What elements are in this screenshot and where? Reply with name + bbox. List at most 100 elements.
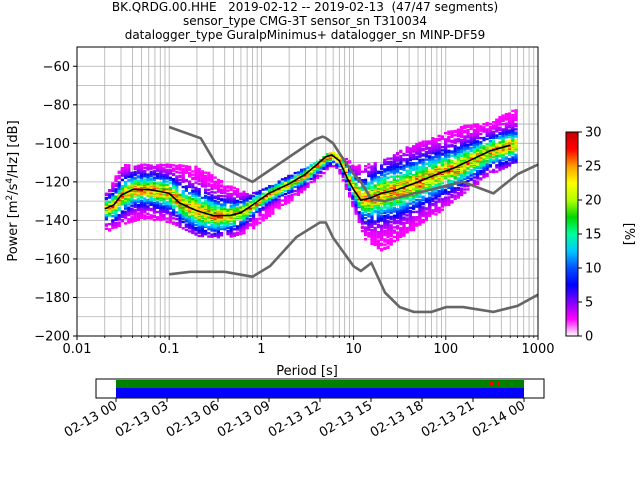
heatmap-cell (162, 184, 166, 187)
heatmap-cell (156, 210, 160, 214)
heatmap-cell (168, 211, 172, 214)
heatmap-cell (447, 198, 451, 201)
heatmap-cell (242, 203, 246, 206)
heatmap-cell (399, 215, 403, 218)
heatmap-cell (495, 118, 499, 121)
heatmap-cell (364, 178, 368, 182)
heatmap-cell (469, 135, 473, 138)
heatmap-cell (280, 192, 284, 195)
heatmap-cell (354, 170, 358, 173)
heatmap-cell (140, 216, 144, 219)
heatmap-cell (456, 192, 460, 195)
ppsd-heatmap (104, 109, 518, 252)
heatmap-cell (114, 218, 118, 222)
heatmap-cell (437, 137, 441, 141)
heatmap-cell (117, 206, 121, 210)
heatmap-cell (226, 221, 230, 224)
heatmap-cell (415, 216, 419, 219)
heatmap-cell (191, 222, 195, 225)
heatmap-cell (444, 196, 448, 199)
heatmap-cell (133, 199, 137, 202)
heatmap-cell (440, 190, 444, 193)
heatmap-cell (194, 195, 198, 198)
heatmap-cell (373, 241, 377, 244)
low-noise-model-line (169, 221, 538, 314)
heatmap-cell (117, 217, 121, 220)
heatmap-cell (325, 161, 329, 164)
heatmap-cell (312, 162, 316, 165)
heatmap-cell (152, 197, 156, 201)
timeline-tick-label: 02-13 06 (164, 398, 222, 440)
heatmap-cell (511, 126, 515, 130)
heatmap-cell (450, 200, 454, 203)
heatmap-cell (421, 212, 425, 215)
heatmap-cell (472, 143, 476, 146)
heatmap-cell (210, 183, 214, 186)
heatmap-cell (389, 224, 393, 227)
heatmap-cell (120, 188, 124, 191)
heatmap-cell (460, 187, 464, 190)
heatmap-cell (396, 158, 400, 161)
heatmap-cell (504, 125, 508, 128)
heatmap-cell (229, 232, 233, 235)
heatmap-cell (220, 203, 224, 206)
heatmap-cell (284, 192, 288, 196)
heatmap-cell (444, 192, 448, 195)
x-tick-label: 0.1 (159, 342, 180, 357)
heatmap-cell (191, 197, 195, 201)
heatmap-cell (181, 210, 185, 213)
heatmap-cell (514, 118, 518, 122)
heatmap-cell (408, 166, 412, 169)
heatmap-cell (373, 222, 377, 225)
heatmap-cell (133, 172, 137, 176)
heatmap-cell (424, 170, 428, 173)
heatmap-cell (415, 193, 419, 197)
heatmap-cell (453, 194, 457, 197)
heatmap-cell (104, 196, 108, 200)
heatmap-cell (440, 197, 444, 201)
heatmap-cell (239, 201, 243, 204)
heatmap-cell (476, 145, 480, 148)
heatmap-cell (488, 164, 492, 167)
heatmap-cell (392, 229, 396, 232)
heatmap-cell (120, 167, 124, 170)
heatmap-cell (383, 214, 387, 218)
heatmap-cell (140, 199, 144, 203)
heatmap-cell (386, 176, 390, 179)
heatmap-cell (447, 200, 451, 203)
heatmap-cell (338, 169, 342, 172)
heatmap-cell (284, 177, 288, 180)
heatmap-cell (178, 193, 182, 197)
heatmap-cell (258, 217, 262, 220)
heatmap-cell (405, 165, 409, 168)
heatmap-cell (232, 197, 236, 200)
heatmap-cell (373, 228, 377, 232)
heatmap-cell (440, 157, 444, 161)
heatmap-cell (255, 210, 259, 213)
heatmap-cell (159, 181, 163, 184)
heatmap-cell (456, 177, 460, 180)
heatmap-cell (149, 207, 153, 211)
heatmap-cell (383, 233, 387, 237)
heatmap-cell (405, 221, 409, 224)
heatmap-cell (316, 170, 320, 173)
heatmap-cell (178, 174, 182, 178)
heatmap-cell (360, 225, 364, 228)
heatmap-cell (456, 148, 460, 151)
heatmap-cell (463, 191, 467, 194)
heatmap-cell (354, 165, 358, 169)
heatmap-cell (370, 185, 374, 188)
heatmap-cell (242, 225, 246, 228)
heatmap-cell (351, 166, 355, 170)
heatmap-cell (130, 181, 134, 184)
heatmap-cell (498, 131, 502, 135)
heatmap-cell (392, 214, 396, 217)
heatmap-cell (188, 230, 192, 233)
heatmap-cell (114, 184, 118, 188)
colorbar-label: [%] (621, 223, 636, 246)
heatmap-cell (396, 156, 400, 159)
heatmap-cell (380, 208, 384, 212)
heatmap-cell (255, 195, 259, 198)
heatmap-cell (408, 168, 412, 171)
heatmap-cell (216, 206, 220, 209)
